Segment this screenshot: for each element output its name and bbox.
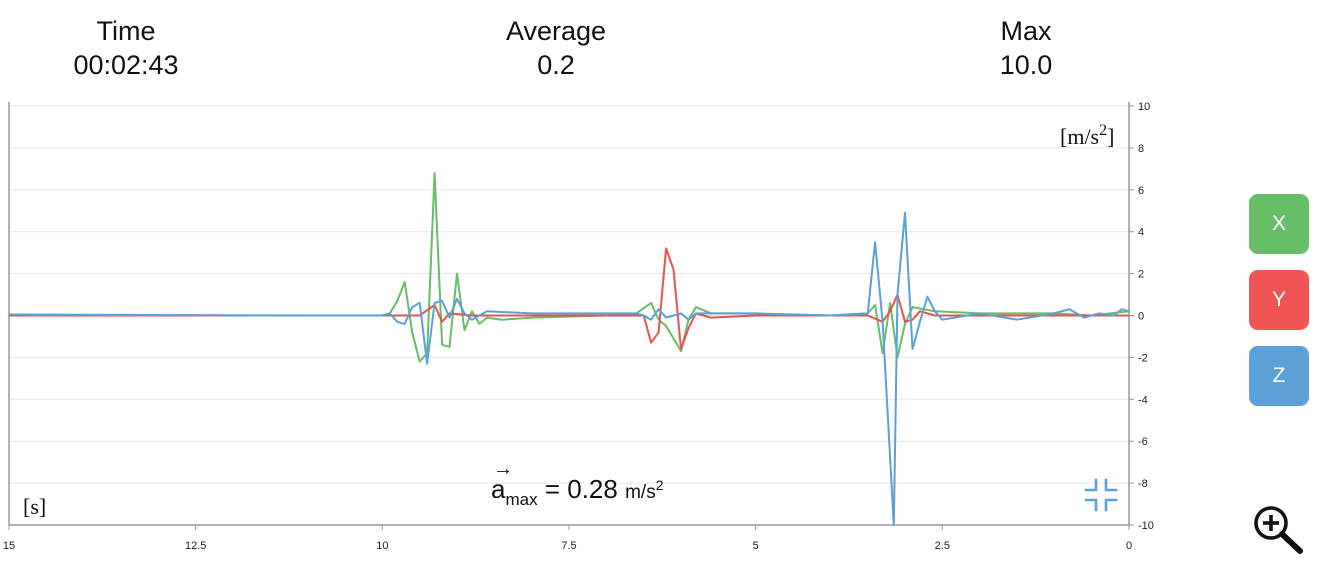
- stat-max: Max 10.0: [926, 14, 1126, 82]
- y-tick-label: 4: [1138, 227, 1144, 239]
- stat-average: Average 0.2: [456, 14, 656, 82]
- y-tick-label: 10: [1138, 101, 1150, 113]
- y-tick-label: 0: [1138, 311, 1144, 323]
- amax-value: 0.28: [567, 474, 618, 504]
- amax-equals: =: [544, 474, 561, 504]
- x-tick-label: 12.5: [185, 540, 206, 552]
- axis-toggle-y[interactable]: Y: [1249, 270, 1309, 330]
- y-tick-label: -6: [1138, 436, 1148, 448]
- x-tick-label: 7.5: [561, 540, 576, 552]
- stat-max-value: 10.0: [999, 50, 1053, 80]
- y-tick-label: 8: [1138, 143, 1144, 155]
- y-tick-label: 6: [1138, 185, 1144, 197]
- x-tick-label: 2.5: [935, 540, 950, 552]
- stat-max-label: Max: [1000, 16, 1052, 46]
- amax-readout: → amax = 0.28 m/s2: [491, 458, 664, 509]
- amax-unit-exponent: 2: [655, 477, 664, 493]
- amax-symbol: a: [491, 474, 506, 504]
- series-line-x: [9, 172, 1130, 363]
- y-tick-label: 2: [1138, 269, 1144, 281]
- vector-arrow-icon: →: [493, 458, 513, 480]
- x-unit-label: [s]: [23, 494, 46, 519]
- y-unit-label: [m/s2]: [1060, 122, 1114, 149]
- stat-time-value: 00:02:43: [73, 50, 179, 80]
- y-unit-base: [m/s: [1060, 124, 1099, 149]
- chart-series: [8, 172, 1130, 526]
- collapse-icon[interactable]: [1084, 478, 1118, 512]
- axis-toggle-x[interactable]: X: [1249, 194, 1309, 254]
- x-tick-label: 15: [3, 540, 15, 552]
- chart-axes: [8, 102, 1134, 530]
- chart-tick-labels: 10 8 6 4 2 0 -2 -4 -6 -8 -10 15 12.5 10 7.5 5 2.5 0: [3, 101, 1154, 552]
- y-tick-label: -2: [1138, 352, 1148, 364]
- x-tick-label: 10: [376, 540, 388, 552]
- x-tick-label: 5: [753, 540, 759, 552]
- amax-vector-symbol: → a: [491, 458, 513, 505]
- x-tick-label: 0: [1126, 540, 1132, 552]
- series-line-z: [8, 211, 1130, 526]
- amax-unit: m/s: [625, 482, 656, 503]
- axis-toggle-z[interactable]: Z: [1249, 346, 1309, 406]
- y-unit-close: ]: [1107, 124, 1114, 149]
- amax-subscript: max: [505, 490, 538, 509]
- stat-average-label: Average: [505, 16, 607, 46]
- stat-average-value: 0.2: [537, 50, 575, 80]
- series-line-y: [9, 247, 1129, 350]
- stat-time: Time 00:02:43: [26, 14, 226, 82]
- y-unit-exponent: 2: [1099, 122, 1107, 139]
- zoom-in-icon[interactable]: [1252, 504, 1306, 556]
- y-tick-label: -8: [1138, 478, 1148, 490]
- y-tick-label: -10: [1138, 520, 1154, 532]
- stat-time-label: Time: [96, 16, 156, 46]
- y-tick-label: -4: [1138, 394, 1148, 406]
